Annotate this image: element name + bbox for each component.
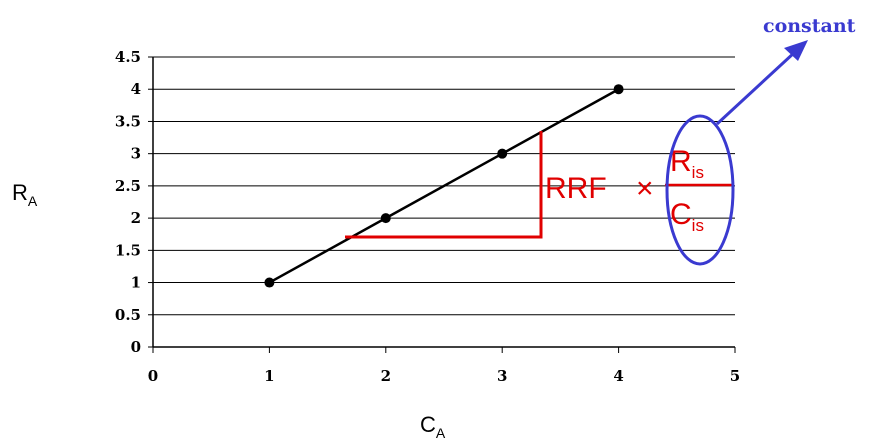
times-sign: × [636, 172, 654, 205]
constant-ellipse [665, 114, 735, 266]
rrf-label: RRF [545, 172, 607, 205]
data-point [380, 213, 391, 224]
y-tick-label: 0 [131, 338, 141, 356]
x-tick-label: 5 [730, 367, 740, 385]
y-tick-label: 1 [131, 274, 141, 292]
x-tick-label: 2 [381, 367, 391, 385]
series-line [268, 88, 620, 284]
y-axis-label: RA [12, 180, 38, 209]
fraction-denominator: Cis [670, 198, 704, 235]
data-point [497, 148, 508, 159]
axes [148, 56, 736, 353]
x-axis-label: CA [420, 412, 446, 441]
constant-label: constant [763, 15, 856, 37]
y-tick-label: 4 [131, 80, 141, 98]
x-tick-label: 1 [264, 367, 274, 385]
x-tick-label: 4 [613, 367, 623, 385]
constant-arrow-head [784, 40, 808, 61]
slope-triangle [345, 131, 543, 239]
constant-arrow-line [715, 50, 797, 126]
x-tick-label: 0 [148, 367, 158, 385]
x-tick-label: 3 [497, 367, 507, 385]
data-point [613, 84, 624, 95]
x-tick-labels: 0 1 2 3 4 5 [148, 367, 740, 385]
y-tick-label: 1.5 [115, 241, 141, 259]
y-tick-label: 3.5 [115, 112, 141, 130]
data-point [264, 277, 275, 288]
y-tick-label: 2 [131, 209, 141, 227]
data-series [264, 84, 624, 288]
fraction-numerator: Ris [670, 145, 704, 182]
y-tick-labels: 0 0.5 1 1.5 2 2.5 3 3.5 4 4.5 [115, 48, 141, 356]
y-tick-label: 3 [131, 145, 141, 163]
y-tick-label: 0.5 [115, 306, 141, 324]
y-tick-label: 2.5 [115, 177, 141, 195]
y-tick-label: 4.5 [115, 48, 141, 66]
